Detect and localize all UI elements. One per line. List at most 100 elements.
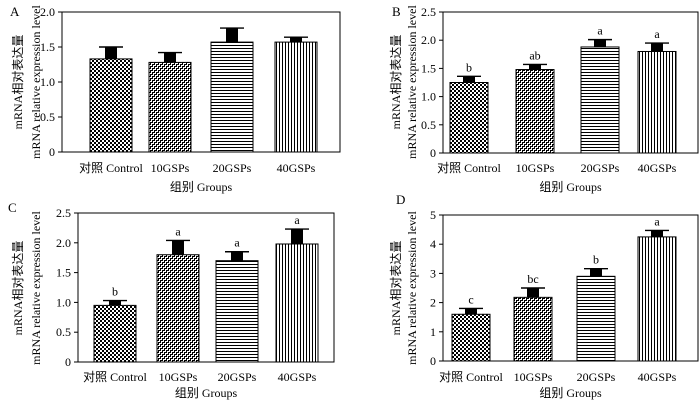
significance-label: a [234,236,240,250]
y-axis-title-cn: mRNA相对表达量 [11,241,25,336]
chart-panel-d: D 0 1 2 3 4 5 c 对照 Control bc 10GSPs b 20GSPs a 40GSPs… [389,192,699,400]
error-bar [290,37,302,43]
error-bar [109,300,121,306]
x-tick-label: 10GSPs [516,161,555,175]
x-tick-label: 20GSPs [213,161,252,175]
significance-label: b [593,253,599,267]
bar [156,254,200,363]
x-tick-label: 10GSPs [151,161,190,175]
x-tick-label: 40GSPs [277,161,316,175]
chart-panel-a: A 0 0.5 1.0 1.5 2.0 对照 Control 10GSPs 20GSPs 40GS… [10,4,341,194]
panel-letter: C [8,200,17,215]
x-tick-label: 40GSPs [638,161,677,175]
y-axis-title-en: mRNA relative expression level [405,211,419,365]
x-axis-title: 组别 Groups [539,180,602,194]
significance-label: a [294,213,300,227]
y-tick-label: 1.5 [40,40,55,54]
significance-label: a [654,27,660,41]
bar [275,243,319,363]
chart-panel-c: C 0 0.5 1.0 1.5 2.0 2.5 b 对照 Control a 10GSPs a 20GS… [8,200,335,400]
bar [576,275,616,362]
error-bar [463,76,475,83]
y-tick-label: 4 [430,237,436,251]
y-tick-label: 3 [430,266,436,280]
bar [580,46,620,154]
error-bar [226,28,238,43]
x-tick-label: 对照 Control [83,370,147,384]
error-bar [651,43,663,52]
error-bar [527,288,539,298]
y-tick-label: 0.5 [56,325,71,339]
bar [93,304,137,363]
x-axis-title: 组别 Groups [170,180,233,194]
plot-frame [442,214,699,362]
x-tick-label: 20GSPs [581,161,620,175]
plot-frame [442,11,699,154]
bar [274,41,318,153]
x-tick-label: 对照 Control [437,161,501,175]
error-bar [529,64,541,70]
y-tick-label: 2.0 [56,236,71,250]
significance-label: c [468,292,473,306]
y-tick-label: 0 [49,145,55,159]
bar [210,41,254,153]
bar [637,236,677,362]
bar [449,82,489,154]
x-tick-label: 10GSPs [514,370,553,384]
y-axis-title-cn: mRNA相对表达量 [11,35,25,130]
y-tick-label: 2.0 [421,33,436,47]
error-bar [164,52,176,63]
x-tick-label: 40GSPs [638,370,677,384]
y-tick-label: 1.5 [421,61,436,75]
x-tick-label: 对照 Control [439,370,503,384]
y-tick-label: 2.0 [40,5,55,19]
y-tick-label: 0 [65,355,71,369]
x-tick-label: 10GSPs [159,370,198,384]
y-tick-label: 1.5 [56,266,71,280]
x-tick-label: 20GSPs [577,370,616,384]
y-axis-title-cn: mRNA相对表达量 [389,35,403,130]
y-axis-title-en: mRNA relative expression level [29,5,43,159]
y-tick-label: 2.5 [56,206,71,220]
bar [515,69,555,154]
significance-label: bc [527,272,538,286]
bar [637,50,677,154]
panel-letter: B [392,4,401,19]
y-tick-label: 1.0 [40,75,55,89]
y-axis-title-en: mRNA relative expression level [29,211,43,365]
y-tick-label: 2.5 [421,5,436,19]
significance-label: a [654,214,660,228]
y-tick-label: 0.5 [40,110,55,124]
x-tick-label: 20GSPs [218,370,257,384]
error-bar [231,251,243,261]
error-bar [465,308,477,315]
error-bar [172,240,184,255]
panel-letter: A [10,4,20,19]
significance-label: a [597,24,603,38]
x-axis-title: 组别 Groups [175,386,238,400]
y-tick-label: 1 [430,325,436,339]
y-tick-label: 0.5 [421,118,436,132]
error-bar [291,229,303,244]
y-tick-label: 1.0 [421,90,436,104]
y-tick-label: 0 [430,146,436,160]
x-tick-label: 40GSPs [278,370,317,384]
significance-label: a [175,224,181,238]
error-bar [651,230,663,237]
x-tick-label: 对照 Control [79,161,143,175]
error-bar [105,47,117,59]
plot-frame [77,212,335,363]
significance-label: b [112,285,118,299]
y-tick-label: 1.0 [56,295,71,309]
error-bar [594,39,606,47]
y-tick-label: 0 [430,354,436,368]
bar [451,313,491,362]
bar [148,61,192,153]
chart-panel-b: B 0 0.5 1.0 1.5 2.0 2.5 b 对照 Control ab 10GSPs a 20G… [389,4,699,194]
y-axis-title-en: mRNA relative expression level [405,5,419,159]
y-tick-label: 2 [430,296,436,310]
y-axis-title-cn: mRNA相对表达量 [389,241,403,336]
bar [513,296,553,362]
bar [215,260,259,363]
